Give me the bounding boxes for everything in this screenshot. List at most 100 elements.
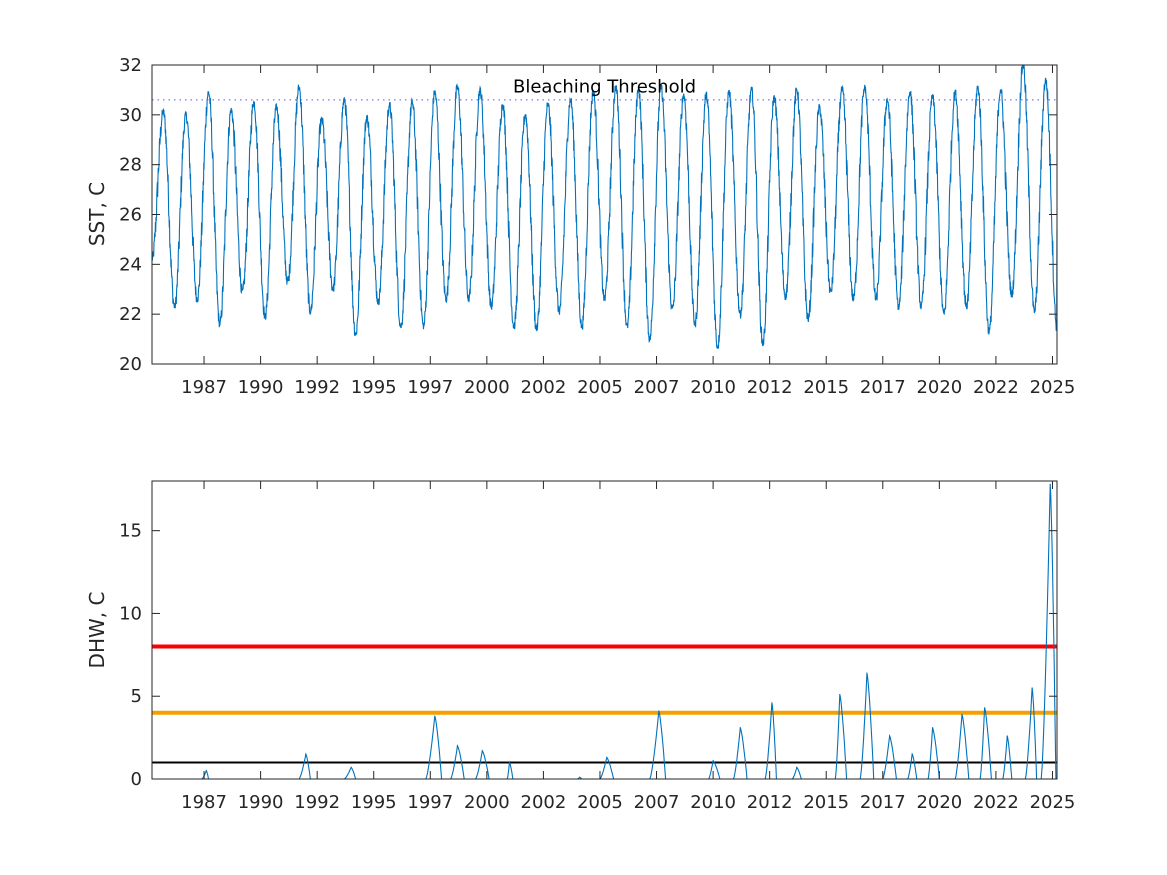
dhw-x-tick-label: 2015 xyxy=(803,792,849,813)
sst-x-tick-label: 2017 xyxy=(860,377,906,398)
sst-x-tick-label: 2012 xyxy=(747,377,793,398)
sst-peak-point xyxy=(728,91,730,94)
dhw-x-tick-label: 2025 xyxy=(1030,792,1076,813)
dhw-x-tick-label: 1990 xyxy=(238,792,284,813)
sst-peak-point xyxy=(931,96,934,98)
dhw-event-peak-point xyxy=(579,776,581,778)
sst-x-tick-label: 2015 xyxy=(803,377,849,398)
dhw-event-peak-point xyxy=(205,770,207,772)
dhw-x-tick-label: 2020 xyxy=(916,792,962,813)
sst-x-tick-label: 2010 xyxy=(690,377,736,398)
dhw-panel: 1987 1990 1992 1995 1997 2000 2002 2005 2007 2010… xyxy=(85,480,1075,813)
dhw-y-tick-label: 15 xyxy=(119,521,142,542)
sst-y-tick-label: 22 xyxy=(119,304,142,325)
sst-series-line xyxy=(151,64,1058,350)
sst-peak-point xyxy=(750,89,753,91)
sst-peak-point xyxy=(253,101,255,103)
sst-peak-point xyxy=(705,94,707,96)
dhw-x-tick-label: 2010 xyxy=(690,792,736,813)
sst-x-tick-label: 1997 xyxy=(407,377,453,398)
dhw-event-peak-point xyxy=(658,710,660,712)
sst-peak-point xyxy=(434,91,436,94)
sst-peak-point xyxy=(999,89,1002,91)
sst-peak-point xyxy=(818,106,821,108)
dhw-event-peak-point xyxy=(508,761,511,764)
dhw-event-peak-point xyxy=(305,753,307,755)
sst-peak-point xyxy=(637,89,640,91)
dhw-event-peak-point xyxy=(739,727,741,729)
sst-peak-point xyxy=(479,89,481,91)
dhw-event-peak-point xyxy=(434,715,436,717)
sst-peak-point xyxy=(366,116,368,118)
dhw-x-tick-label: 1987 xyxy=(181,792,227,813)
dhw-event-peak-point xyxy=(796,766,798,769)
sst-x-tick-label: 2007 xyxy=(634,377,680,398)
sst-peak-point xyxy=(886,99,888,101)
dhw-event-peak-point xyxy=(961,713,963,716)
dhw-event-peak-point xyxy=(984,707,986,709)
dhw-event-peak-point xyxy=(350,766,352,769)
dhw-event-peak-point xyxy=(606,756,608,759)
dhw-y-axis-label: DHW, C xyxy=(85,592,109,669)
dhw-event-peak-point xyxy=(911,753,913,755)
dhw-event-peak-point xyxy=(839,693,841,696)
sst-peak-point xyxy=(615,86,617,89)
sst-x-tick-label: 1990 xyxy=(238,377,284,398)
sst-peak-point xyxy=(411,101,413,103)
sst-peak-point xyxy=(524,114,526,116)
sst-x-tick-label: 2022 xyxy=(973,377,1019,398)
dhw-event-peak-point xyxy=(866,672,868,674)
sst-x-tick-label: 1995 xyxy=(351,377,397,398)
sst-panel: Bleaching Threshold 1987 1990 1992 1995 1997… xyxy=(85,55,1075,398)
dhw-event-peak-point xyxy=(1031,687,1033,689)
bleaching-threshold-label: Bleaching Threshold xyxy=(513,76,696,97)
sst-plot-area xyxy=(151,64,1058,350)
dhw-x-tick-label: 2000 xyxy=(464,792,510,813)
sst-x-ticks: 1987 1990 1992 1995 1997 2000 2002 2005 2007 2010… xyxy=(181,65,1075,398)
sst-peak-point xyxy=(388,104,391,106)
sst-x-tick-label: 2020 xyxy=(916,377,962,398)
sst-peak-point xyxy=(185,114,187,116)
sst-peak-point xyxy=(841,89,843,91)
sst-peak-point xyxy=(456,86,459,89)
sst-peak-point xyxy=(502,104,504,106)
sst-peak-point xyxy=(864,86,866,89)
dhw-x-tick-label: 2022 xyxy=(973,792,1019,813)
sst-x-tick-label: 2002 xyxy=(521,377,567,398)
dhw-x-tick-label: 2005 xyxy=(577,792,623,813)
dhw-x-tick-label: 2017 xyxy=(860,792,906,813)
sst-peak-point xyxy=(298,86,300,89)
sst-peak-point xyxy=(162,111,164,113)
sst-y-tick-label: 30 xyxy=(119,105,142,126)
dhw-y-tick-label: 0 xyxy=(131,769,142,790)
dhw-x-tick-label: 2012 xyxy=(747,792,793,813)
dhw-x-tick-label: 2002 xyxy=(521,792,567,813)
dhw-event-peak-point xyxy=(888,735,891,737)
sst-peak-point xyxy=(683,94,685,96)
sst-peak-point xyxy=(909,91,911,94)
sst-x-tick-label: 1992 xyxy=(294,377,340,398)
sst-peak-point xyxy=(275,106,278,108)
dhw-y-tick-label: 10 xyxy=(119,603,142,624)
sst-y-tick-label: 24 xyxy=(119,254,142,275)
dhw-y-tick-label: 5 xyxy=(131,686,142,707)
sst-x-tick-label: 2005 xyxy=(577,377,623,398)
sst-peak-point xyxy=(773,96,775,98)
sst-y-tick-label: 26 xyxy=(119,205,142,226)
dhw-x-tick-label: 1995 xyxy=(351,792,397,813)
sst-x-tick-label: 2000 xyxy=(464,377,510,398)
dhw-x-tick-label: 1997 xyxy=(407,792,453,813)
dhw-event-peak-point xyxy=(771,702,773,704)
sst-y-tick-label: 28 xyxy=(119,155,142,176)
dhw-event-peak-point xyxy=(931,727,934,729)
dhw-x-ticks: 1987 1990 1992 1995 1997 2000 2002 2005 2007 2010… xyxy=(181,481,1075,813)
dhw-y-ticks: 0 5 10 15 xyxy=(119,521,1057,790)
sst-y-axis-label: SST, C xyxy=(85,182,109,246)
dhw-event-peak-point xyxy=(1049,483,1051,485)
dhw-event-peak-point xyxy=(1006,735,1008,737)
sst-peak-point xyxy=(321,119,323,121)
sst-peak-point xyxy=(954,91,956,94)
dhw-x-tick-label: 2007 xyxy=(634,792,680,813)
